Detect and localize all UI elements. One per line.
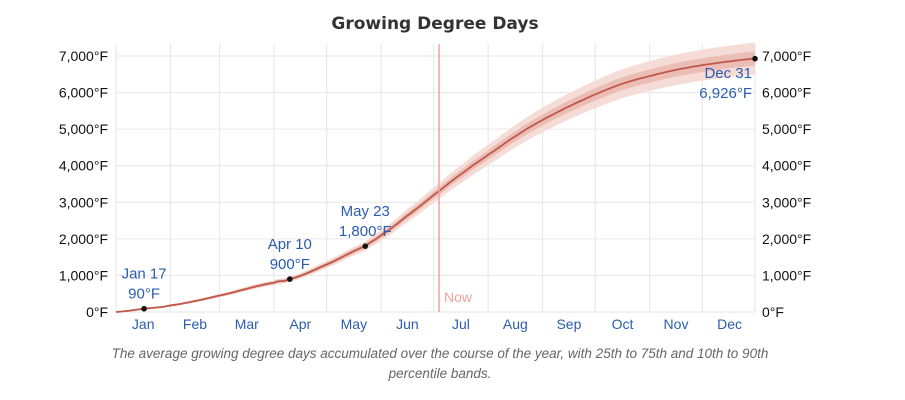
x-tick-label: Mar [235, 316, 259, 332]
line-layer: Now [115, 44, 756, 313]
x-tick-label: Oct [612, 316, 634, 332]
annotation-point [362, 243, 369, 249]
y-tick-label-right: 2,000°F [762, 231, 811, 247]
x-tick-label: Nov [664, 316, 689, 332]
median-line [115, 57, 756, 313]
annotation-value: 900°F [270, 256, 310, 273]
x-tick-label: Sep [556, 316, 581, 332]
annotation-value: 90°F [128, 286, 160, 303]
x-tick-label: Feb [183, 316, 207, 332]
annotation-layer: Jan 17 90°F Apr 10 900°F May 23 1,800°F Dec 31… [122, 55, 758, 312]
annotation-point [752, 55, 758, 62]
x-tick-label: Jan [132, 316, 155, 332]
annotation-date: May 23 [341, 203, 390, 220]
y-tick-label-right: 1,000°F [762, 267, 811, 283]
y-tick-label-right: 4,000°F [762, 158, 811, 174]
y-tick-label-left: 6,000°F [59, 85, 108, 101]
y-tick-label-right: 6,000°F [762, 85, 811, 101]
x-tick-label: Aug [503, 316, 528, 332]
y-tick-label-right: 7,000°F [762, 48, 811, 64]
y-tick-label-left: 7,000°F [59, 48, 108, 64]
annotation-value: 6,926°F [699, 85, 752, 102]
x-tick-label: Apr [289, 316, 311, 332]
y-tick-label-right: 3,000°F [762, 194, 811, 210]
annotation-value: 1,800°F [339, 223, 392, 240]
chart-title: Growing Degree Days [331, 14, 539, 34]
band-10-90 [116, 42, 755, 313]
y-tick-label-left: 3,000°F [59, 194, 108, 210]
y-tick-label-left: 5,000°F [59, 121, 108, 137]
annotation-date: Dec 31 [704, 65, 752, 82]
annotation-date: Jan 17 [122, 266, 167, 283]
axis-layer: 0°F 0°F 1,000°F 1,000°F 2,000°F 2,000°F 3,000°… [59, 48, 811, 332]
y-tick-label-right: 0°F [762, 304, 784, 320]
annotation-point [141, 305, 147, 312]
band-layer [116, 42, 755, 313]
grid-layer [115, 44, 756, 313]
band-25-75 [116, 51, 755, 312]
y-tick-label-right: 5,000°F [762, 121, 811, 137]
annotation-point [286, 276, 293, 282]
y-tick-label-left: 4,000°F [59, 158, 108, 174]
annotation-date: Apr 10 [268, 236, 312, 253]
x-tick-label: Dec [717, 316, 742, 332]
now-label: Now [444, 289, 473, 305]
x-tick-label: Jul [452, 316, 470, 332]
y-tick-label-left: 1,000°F [59, 267, 108, 283]
chart-caption: The average growing degree days accumula… [111, 346, 769, 381]
x-tick-label: May [341, 316, 367, 332]
y-tick-label-left: 2,000°F [59, 231, 108, 247]
x-tick-label: Jun [396, 316, 419, 332]
y-tick-label-left: 0°F [86, 304, 108, 320]
